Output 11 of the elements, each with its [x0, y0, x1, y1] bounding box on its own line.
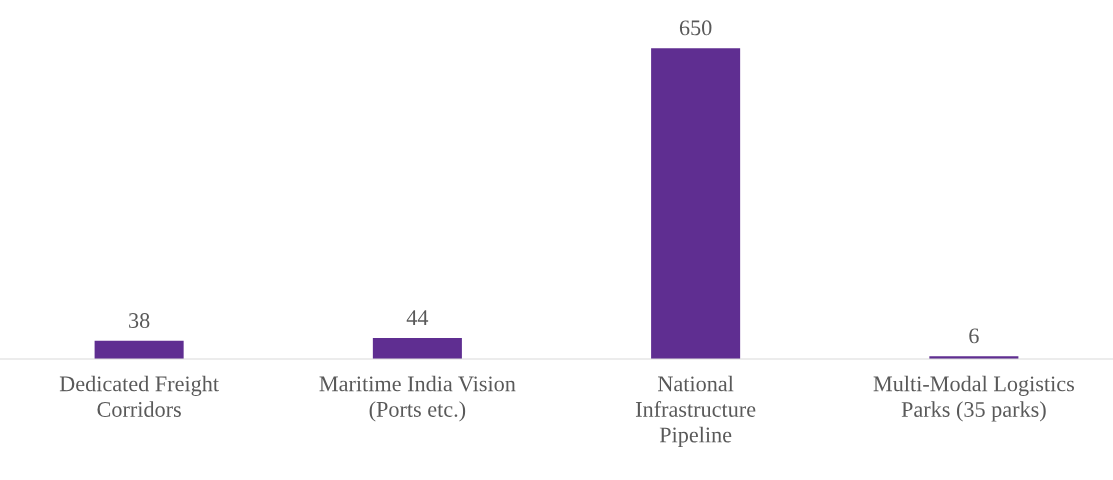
data-label: 650 [679, 20, 712, 36]
data-label: 38 [129, 313, 150, 329]
data-label: 44 [406, 310, 429, 325]
data-label: 6 [969, 328, 979, 344]
bar [372, 338, 462, 360]
x-tick-label: Dedicated Freight Corridors [59, 375, 219, 417]
bar [94, 340, 184, 360]
bar [651, 48, 741, 360]
x-tick-label: National Infrastructure Pipeline [635, 375, 756, 447]
x-tick-label: Maritime India Vision (Ports etc.) [319, 375, 516, 422]
x-tick-label: Multi-Modal Logistics Parks (35 parks) [873, 375, 1074, 422]
